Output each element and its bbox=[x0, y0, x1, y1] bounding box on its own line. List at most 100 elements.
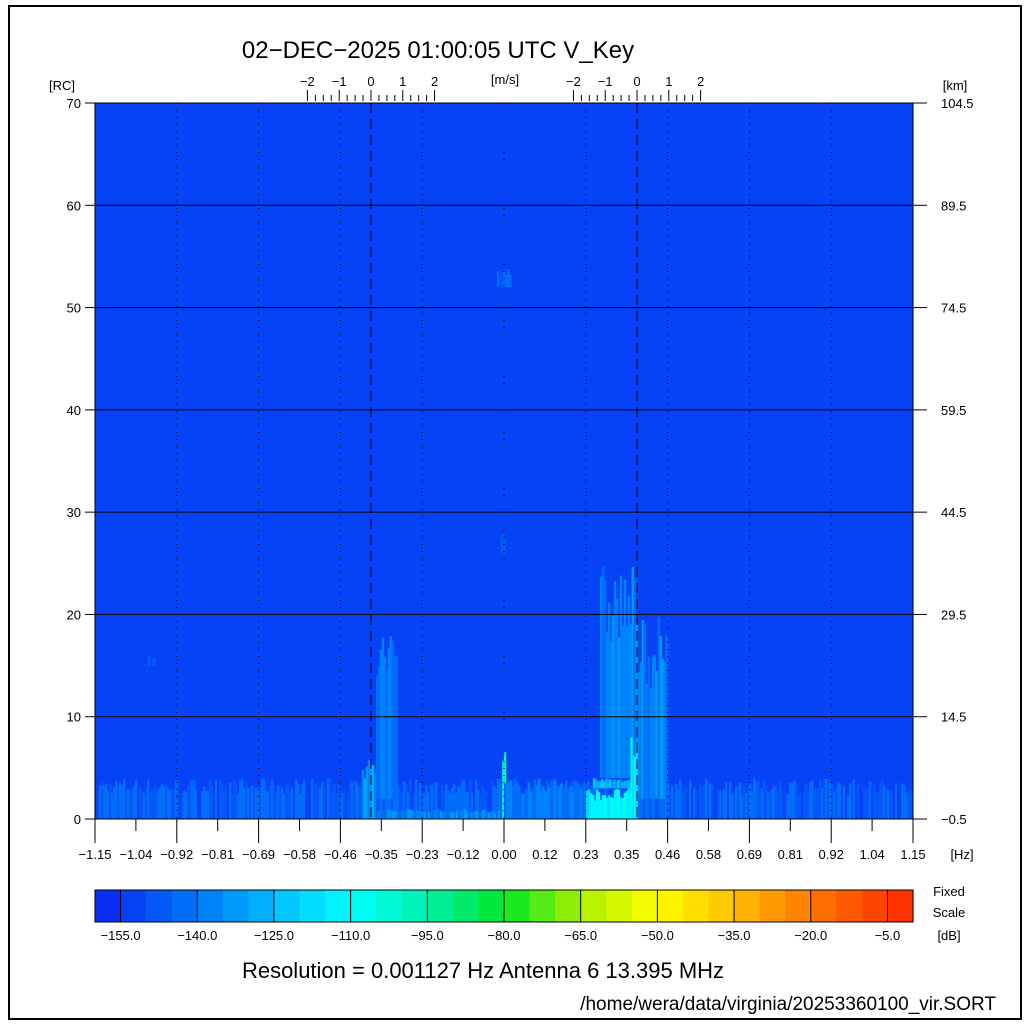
heatmap-cell bbox=[279, 786, 282, 819]
y-tick-label: 10 bbox=[67, 710, 81, 725]
x-tick-label: 0.35 bbox=[614, 847, 639, 862]
heatmap-cell bbox=[765, 785, 768, 819]
heatmap-cell bbox=[531, 788, 535, 819]
heatmap-cell bbox=[247, 787, 250, 819]
colorbar-bin bbox=[836, 890, 863, 922]
heatmap-cell bbox=[385, 670, 389, 799]
heatmap-cell bbox=[443, 790, 446, 819]
heatmap-cell bbox=[491, 810, 495, 819]
heatmap-cell bbox=[283, 794, 286, 819]
heatmap-cell bbox=[498, 270, 502, 288]
heatmap-cell bbox=[863, 789, 866, 819]
heatmap-cell bbox=[387, 647, 390, 799]
colorbar-bin bbox=[810, 890, 837, 922]
heatmap-cell bbox=[825, 779, 828, 819]
heatmap-cell bbox=[679, 779, 682, 819]
heatmap-cell bbox=[471, 811, 475, 819]
y-tick-label: 70 bbox=[67, 96, 81, 111]
heatmap-cell bbox=[625, 790, 629, 819]
colorbar-bin bbox=[325, 890, 352, 922]
heatmap-cell bbox=[459, 810, 463, 819]
heatmap-cell bbox=[633, 757, 637, 819]
x-tick-label: −1.15 bbox=[79, 847, 112, 862]
heatmap-cell bbox=[641, 793, 644, 819]
colorbar-bin bbox=[248, 890, 275, 922]
heatmap-cell bbox=[645, 683, 649, 799]
heatmap-cell bbox=[469, 812, 473, 819]
heatmap-cell bbox=[441, 812, 445, 819]
heatmap-cell bbox=[305, 792, 308, 819]
heatmap-cell bbox=[639, 662, 643, 799]
heatmap-cell bbox=[183, 790, 186, 819]
heatmap-cell bbox=[879, 783, 882, 819]
heatmap-cell bbox=[619, 575, 623, 779]
heatmap-cell bbox=[687, 785, 690, 819]
heatmap-cell bbox=[219, 778, 222, 819]
heatmap-cell bbox=[453, 812, 457, 819]
heatmap-cell bbox=[600, 576, 603, 779]
heatmap-cell bbox=[831, 783, 834, 819]
heatmap-cell bbox=[617, 789, 621, 819]
velocity-tick-label: −1 bbox=[332, 74, 347, 89]
heatmap-cell bbox=[191, 779, 194, 819]
heatmap-cell bbox=[819, 780, 822, 819]
heatmap-cell bbox=[805, 783, 808, 819]
heatmap-cell bbox=[291, 787, 294, 819]
heatmap-cell bbox=[865, 794, 868, 819]
heatmap-cell bbox=[743, 784, 746, 819]
heatmap-cell bbox=[173, 788, 176, 819]
heatmap-cell bbox=[483, 789, 486, 819]
heatmap-cell bbox=[205, 790, 208, 819]
heatmap-cell bbox=[681, 784, 684, 819]
colorbar-tick-label: −110.0 bbox=[331, 928, 370, 943]
heatmap-cell bbox=[603, 795, 607, 819]
heatmap-cell bbox=[477, 812, 481, 819]
heatmap-cell bbox=[897, 779, 900, 819]
x-tick-label: −0.58 bbox=[283, 847, 316, 862]
heatmap-cell bbox=[705, 779, 708, 819]
colorbar-bin bbox=[529, 890, 556, 922]
heatmap-cell bbox=[231, 793, 234, 819]
velocity-tick-label: 1 bbox=[665, 74, 672, 89]
heatmap-cell bbox=[379, 782, 382, 819]
heatmap-cell bbox=[323, 787, 326, 819]
heatmap-cell bbox=[391, 640, 394, 799]
heatmap-cell bbox=[665, 778, 668, 819]
heatmap-cell bbox=[353, 780, 356, 819]
heatmap-cell bbox=[453, 783, 456, 819]
heatmap-cell bbox=[663, 661, 667, 799]
heatmap-cell bbox=[539, 791, 543, 819]
colorbar-bin bbox=[452, 890, 480, 922]
heatmap-cell bbox=[821, 787, 824, 819]
heatmap-cell bbox=[639, 789, 642, 819]
heatmap-cell bbox=[299, 794, 302, 819]
y-right-tick-label: 104.5 bbox=[941, 96, 974, 111]
heatmap-cell bbox=[395, 790, 398, 819]
heatmap-cell bbox=[417, 810, 421, 819]
colorbar: −155.0 −140.0 −125.0 −110.0 −95.0 −80.0 −65.0 −… bbox=[94, 889, 914, 943]
heatmap-cell bbox=[599, 780, 602, 789]
heatmap-cell bbox=[331, 792, 334, 819]
heatmap-cell bbox=[763, 778, 766, 819]
heatmap-cell bbox=[891, 791, 894, 819]
heatmap-cell bbox=[181, 793, 184, 819]
y-right-tick-label: 44.5 bbox=[941, 505, 966, 520]
heatmap-cell bbox=[502, 533, 505, 553]
heatmap-cell bbox=[401, 790, 404, 819]
heatmap-cell bbox=[150, 655, 153, 666]
heatmap-cell bbox=[163, 786, 166, 819]
heatmap-cell bbox=[441, 784, 444, 819]
heatmap-cell bbox=[455, 810, 459, 819]
colorbar-tick-label: −95.0 bbox=[411, 928, 444, 943]
heatmap-cell bbox=[575, 784, 579, 819]
velocity-tick-label: −2 bbox=[300, 74, 315, 89]
heatmap-cell bbox=[459, 787, 462, 819]
heatmap-cell bbox=[373, 772, 377, 819]
y-right-tick-label: 89.5 bbox=[941, 198, 966, 213]
heatmap-cell bbox=[867, 787, 870, 819]
colorbar-tick-label: −20.0 bbox=[794, 928, 827, 943]
heatmap-cell bbox=[559, 783, 563, 819]
y-tick-label: 60 bbox=[67, 198, 81, 213]
heatmap-cell bbox=[395, 655, 398, 799]
